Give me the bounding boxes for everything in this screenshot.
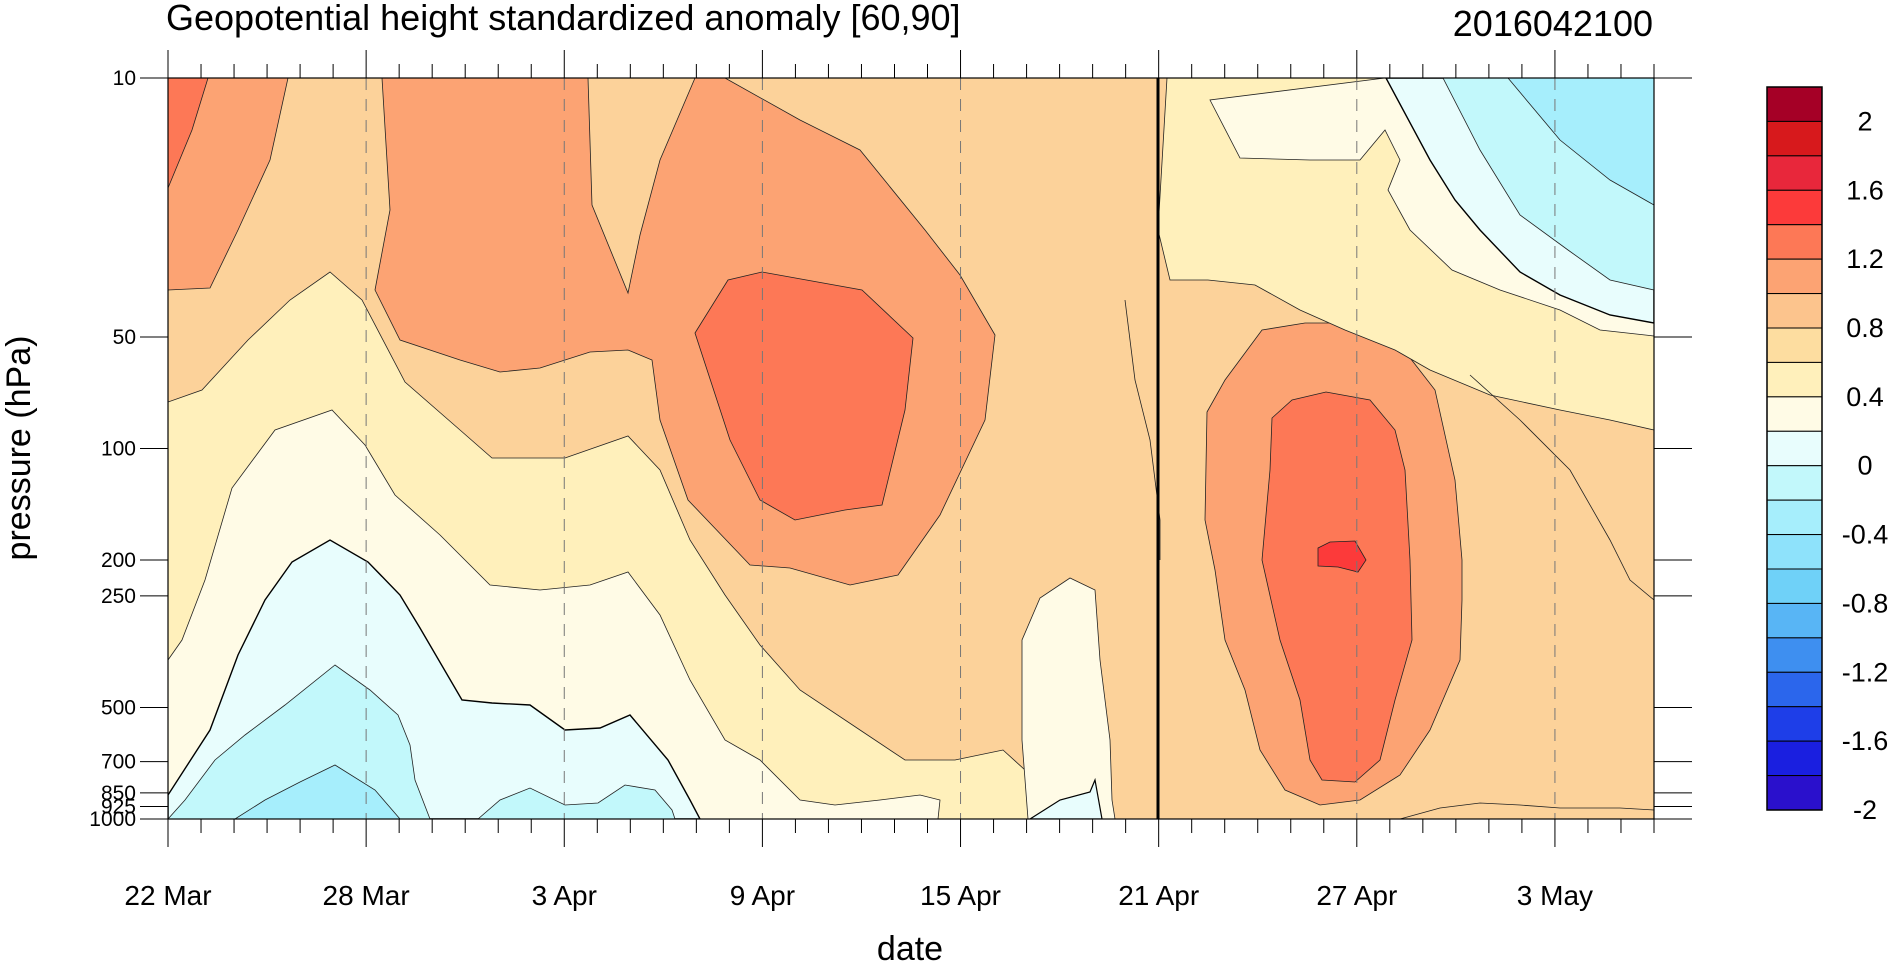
x-axis: 22 Mar 28 Mar 3 Apr 9 Apr 15 Apr 21 Apr 27 Apr… <box>124 50 1655 911</box>
colorbar-swatch <box>1766 706 1823 742</box>
colorbar-swatch <box>1766 740 1823 777</box>
y-tick-label: 200 <box>101 549 136 572</box>
x-tick-label: 28 Mar <box>323 880 410 911</box>
region-negative-core-east-top <box>1507 78 1654 206</box>
contour-line-21apr <box>1124 299 1161 560</box>
y-tick-label: 100 <box>101 438 136 461</box>
colorbar-swatch <box>1766 430 1823 467</box>
colorbar-label: -0.8 <box>1842 588 1889 618</box>
contour-line-east-low <box>1399 802 1654 819</box>
y-tick-label: 1000 <box>89 808 136 831</box>
x-tick-label: 15 Apr <box>920 880 1001 911</box>
colorbar-label: 0 <box>1857 451 1872 481</box>
colorbar-swatch <box>1766 361 1823 398</box>
colorbar-swatch <box>1766 120 1823 157</box>
colorbar-swatch <box>1766 189 1823 226</box>
region-27apr-core <box>1261 391 1413 783</box>
colorbar-swatch <box>1766 602 1823 639</box>
region-negative-3apr <box>477 784 676 819</box>
date-gridlines <box>365 78 1556 819</box>
chart-date-stamp: 2016042100 <box>1453 3 1653 44</box>
region-near-zero-17apr <box>1021 577 1116 819</box>
x-tick-label: 21 Apr <box>1118 880 1199 911</box>
colorbar-label: 2 <box>1857 106 1872 136</box>
contour-field <box>168 78 1654 819</box>
colorbar-swatch <box>1766 534 1823 570</box>
colorbar-swatch <box>1766 327 1823 363</box>
colorbar-swatch <box>1766 293 1823 329</box>
colorbar-swatch <box>1766 86 1823 122</box>
y-tick-label: 10 <box>113 67 136 90</box>
colorbar-swatch <box>1766 258 1823 295</box>
region-negative-mid-west <box>168 664 431 819</box>
colorbar-label: -1.2 <box>1842 657 1889 687</box>
colorbar-swatch <box>1766 224 1823 260</box>
colorbar-swatch <box>1766 671 1823 708</box>
region-27apr-peak <box>1317 540 1367 573</box>
contour-line-east-mid <box>1469 374 1654 601</box>
x-tick-label: 22 Mar <box>124 880 211 911</box>
chart-title: Geopotential height standardized anomaly… <box>166 0 961 38</box>
colorbar-swatch <box>1766 465 1823 501</box>
y-axis-label: pressure (hPa) <box>0 336 38 561</box>
y-tick-label: 850 <box>101 782 136 805</box>
colorbar-label: 1.2 <box>1846 244 1884 274</box>
colorbar-label: 0.4 <box>1846 382 1884 412</box>
colorbar-swatch <box>1766 637 1823 673</box>
y-tick-label: 250 <box>101 585 136 608</box>
colorbar-label: 0.8 <box>1846 313 1884 343</box>
x-tick-label: 3 May <box>1517 880 1593 911</box>
x-tick-label: 27 Apr <box>1316 880 1397 911</box>
colorbar-swatch <box>1766 396 1823 432</box>
y-tick-label: 500 <box>101 696 136 719</box>
colorbar-swatch <box>1766 568 1823 604</box>
colorbar-swatch <box>1766 499 1823 536</box>
colorbar-label: -2 <box>1853 795 1877 825</box>
region-upper-left-core <box>168 78 209 189</box>
colorbar-swatch <box>1766 775 1823 811</box>
colorbar-frame <box>1766 86 1823 811</box>
y-tick-label: 925 <box>101 795 136 818</box>
colorbar-swatch <box>1766 155 1823 191</box>
region-negative-core-west <box>234 764 401 819</box>
colorbar: 2 1.6 1.2 0.8 0.4 0 -0.4 -0.8 -1.2 -1.6 -2 <box>1766 86 1889 825</box>
region-9apr-core <box>694 271 914 521</box>
region-upper-left-positive <box>168 78 289 291</box>
y-tick-label: 700 <box>101 751 136 774</box>
colorbar-label: -0.4 <box>1842 520 1889 550</box>
colorbar-label: 1.6 <box>1846 175 1884 205</box>
x-axis-label: date <box>877 930 943 968</box>
x-tick-label: 3 Apr <box>532 880 597 911</box>
x-tick-label: 9 Apr <box>730 880 795 911</box>
colorbar-label: -1.6 <box>1842 726 1889 756</box>
y-tick-label: 50 <box>113 326 136 349</box>
region-negative-18apr <box>1028 777 1103 819</box>
